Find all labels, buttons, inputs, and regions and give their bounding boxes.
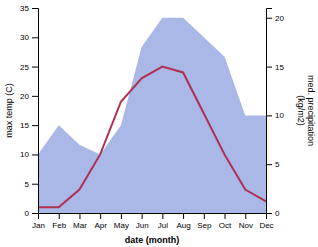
y-tick-label: 30 xyxy=(20,33,29,42)
y-tick: 30 xyxy=(20,33,38,42)
x-tick: Jan xyxy=(32,213,45,230)
y-tick-mark xyxy=(32,8,38,9)
x-tick-label: May xyxy=(114,221,129,230)
y2-axis-title-line: med. precipitation xyxy=(306,75,316,146)
y2-axis-title-line: (kg/m2) xyxy=(296,95,306,126)
x-tick-mark xyxy=(183,213,184,219)
y-tick: 25 xyxy=(20,63,38,72)
y2-tick-mark xyxy=(266,67,272,68)
y2-tick-mark xyxy=(266,115,272,116)
y-tick-label: 10 xyxy=(20,150,29,159)
y-tick: 5 xyxy=(25,180,38,189)
y-tick: 20 xyxy=(20,92,38,101)
x-tick-label: Aug xyxy=(176,221,190,230)
x-tick: May xyxy=(114,213,129,230)
y-tick-mark xyxy=(32,213,38,214)
x-tick: Dec xyxy=(259,213,273,230)
x-tick: Jul xyxy=(158,213,168,230)
y2-tick: 10 xyxy=(266,111,284,120)
y-tick: 10 xyxy=(20,150,38,159)
x-tick-label: Feb xyxy=(52,221,66,230)
y-tick: 0 xyxy=(25,209,38,218)
y2-tick-label: 20 xyxy=(275,14,284,23)
y-tick-mark xyxy=(32,67,38,68)
precipitation-area xyxy=(38,18,266,213)
x-tick-label: Mar xyxy=(73,221,87,230)
y2-tick-label: 0 xyxy=(275,209,280,218)
x-tick-label: Oct xyxy=(219,221,232,230)
x-tick-label: Jan xyxy=(32,221,45,230)
x-tick-mark xyxy=(142,213,143,219)
chart-container: JanFebMarAprMayJunJulAugSepOctNovDec0510… xyxy=(0,0,318,247)
x-tick-mark xyxy=(79,213,80,219)
y2-axis-title: med. precipitation(kg/m2) xyxy=(296,75,316,146)
x-tick-mark xyxy=(204,213,205,219)
y-tick-label: 5 xyxy=(25,180,30,189)
y2-tick-mark xyxy=(266,213,272,214)
chart-svg: JanFebMarAprMayJunJulAugSepOctNovDec0510… xyxy=(0,0,318,247)
y-axis: 0 5 10 15 20 25 30 35 xyxy=(20,4,38,218)
x-axis-title: date (month) xyxy=(125,235,180,245)
x-tick: Sep xyxy=(197,213,212,230)
y-tick-label: 35 xyxy=(20,4,29,13)
x-tick: Nov xyxy=(239,213,253,230)
y2-tick: 15 xyxy=(266,63,284,72)
x-tick-mark xyxy=(100,213,101,219)
y2-tick-label: 5 xyxy=(275,160,280,169)
x-tick: Mar xyxy=(73,213,87,230)
y-tick-mark xyxy=(32,96,38,97)
y-tick-label: 15 xyxy=(20,121,29,130)
y2-tick-label: 15 xyxy=(275,63,284,72)
x-tick: Aug xyxy=(176,213,190,230)
x-tick-mark xyxy=(59,213,60,219)
x-tick-label: Dec xyxy=(259,221,273,230)
y-tick-label: 25 xyxy=(20,63,29,72)
x-axis: Jan Feb Mar Apr May Jun Jul Aug Sep Oct Nov Dec xyxy=(32,213,274,230)
plot-root: JanFebMarAprMayJunJulAugSepOctNovDec0510… xyxy=(4,4,316,245)
y2-tick: 0 xyxy=(266,209,280,218)
marks xyxy=(38,18,266,213)
x-tick: Oct xyxy=(219,213,232,230)
y-axis-title: max temp (C) xyxy=(4,83,14,138)
y-tick: 35 xyxy=(20,4,38,13)
x-tick-label: Nov xyxy=(239,221,253,230)
y-tick-label: 0 xyxy=(25,209,30,218)
y2-tick-label: 10 xyxy=(275,111,284,120)
y-tick-label: 20 xyxy=(20,92,29,101)
y2-tick-mark xyxy=(266,164,272,165)
x-tick-mark xyxy=(162,213,163,219)
y-tick-mark xyxy=(32,184,38,185)
y2-tick-mark xyxy=(266,18,272,19)
x-tick: Apr xyxy=(94,213,107,230)
y-tick: 15 xyxy=(20,121,38,130)
y2-axis-line xyxy=(267,9,273,214)
x-tick-mark xyxy=(225,213,226,219)
y-tick-mark xyxy=(32,125,38,126)
temperature-line xyxy=(38,67,266,208)
y2-tick: 5 xyxy=(266,160,280,169)
x-axis-line xyxy=(39,214,267,220)
y-tick-mark xyxy=(32,37,38,38)
x-tick: Feb xyxy=(52,213,66,230)
x-tick-label: Sep xyxy=(197,221,212,230)
y-tick-mark xyxy=(32,154,38,155)
x-tick-label: Jun xyxy=(136,221,149,230)
x-tick-mark xyxy=(121,213,122,219)
x-tick-label: Jul xyxy=(158,221,168,230)
y2-tick: 20 xyxy=(266,14,284,23)
y2-axis: 0 5 10 15 20 xyxy=(266,9,284,219)
x-tick-mark xyxy=(245,213,246,219)
x-tick: Jun xyxy=(136,213,149,230)
y-axis-line xyxy=(32,9,39,214)
x-tick-label: Apr xyxy=(94,221,107,230)
